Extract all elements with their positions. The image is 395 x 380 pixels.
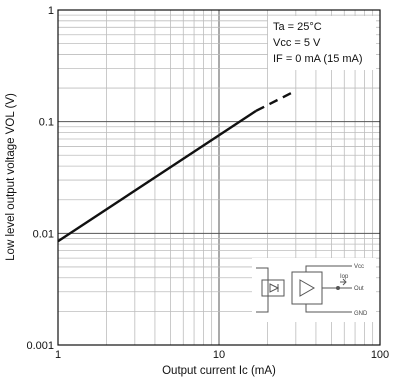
inset-background: [252, 258, 376, 322]
y-axis-label: Low level output voltage VOL (V): [5, 93, 17, 261]
conditions-legend: Ta = 25°C Vcc = 5 V IF = 0 mA (15 mA): [268, 16, 376, 70]
condition-supply-voltage: Vcc = 5 V: [273, 37, 321, 49]
condition-forward-current: IF = 0 mA (15 mA): [273, 53, 363, 65]
plot-frame: [57, 9, 381, 346]
x-tick-label: 10: [213, 349, 225, 361]
series-line-dashed-extension: [255, 92, 292, 112]
series-line-vol: [57, 109, 257, 243]
inset-wire-gnd: [305, 304, 352, 313]
x-tick-label: 1: [55, 349, 61, 361]
test-circuit-inset: Vcc Iop Out GND: [252, 258, 376, 322]
y-tick-label: 0.001: [26, 340, 54, 352]
inset-amplifier: [299, 279, 316, 297]
inset-out-node: [336, 286, 340, 290]
condition-temperature: Ta = 25°C: [273, 21, 322, 33]
x-tick-labels: 1 10 100: [55, 349, 389, 361]
inset-label-iop: Iop: [340, 274, 349, 280]
y-tick-label: 0.1: [39, 117, 54, 129]
conditions-box: [268, 16, 376, 70]
inset-wire-vcc: [305, 265, 352, 272]
inset-label-vcc: Vcc: [354, 264, 364, 270]
inset-wire-left: [256, 267, 269, 313]
inset-label-out: Out: [354, 286, 364, 292]
y-tick-labels: 0.001 0.01 0.1 1: [26, 5, 54, 352]
inset-led-diode: [269, 283, 280, 293]
x-axis-label: Output current Ic (mA): [162, 365, 276, 377]
series-layer: [57, 92, 292, 243]
inset-label-gnd: GND: [354, 311, 368, 317]
y-tick-label: 0.01: [33, 228, 54, 240]
inset-current-arrow: [340, 278, 347, 286]
y-tick-label: 1: [48, 5, 54, 17]
inset-led-box: [261, 279, 285, 297]
x-tick-label: 100: [371, 349, 389, 361]
